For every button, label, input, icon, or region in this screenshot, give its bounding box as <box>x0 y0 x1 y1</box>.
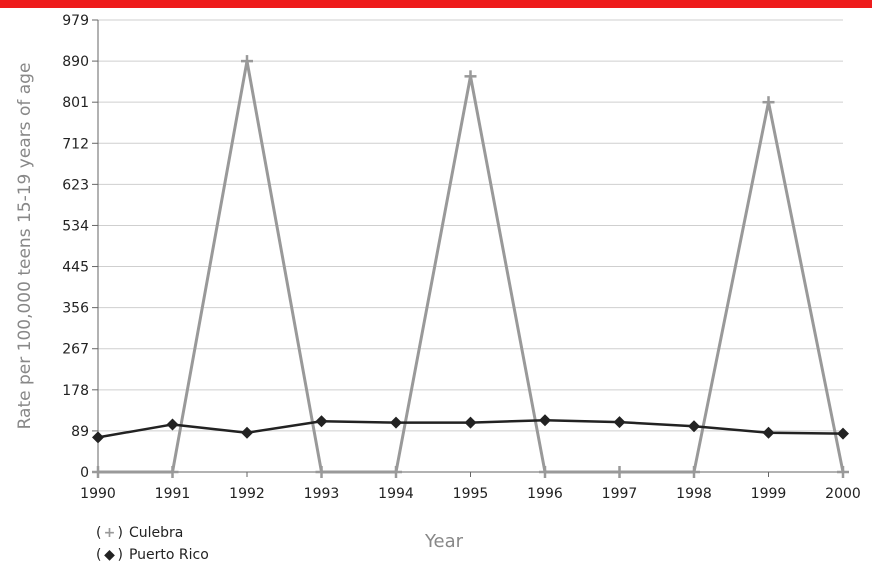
y-tick-label: 0 <box>80 465 89 481</box>
gridlines <box>98 19 843 473</box>
x-tick-label: 1990 <box>80 486 116 502</box>
y-tick-label: 890 <box>62 54 89 70</box>
y-tick-label: 356 <box>62 301 89 317</box>
x-tick-label: 1996 <box>527 486 563 502</box>
y-tick-label: 534 <box>62 218 89 234</box>
data-point-plus <box>464 70 477 83</box>
x-tick-label: 1992 <box>229 486 265 502</box>
data-point-plus <box>762 96 775 109</box>
y-tick-label: 445 <box>62 260 89 276</box>
data-point-plus <box>539 466 551 478</box>
data-point-diamond <box>539 414 551 427</box>
data-point-plus <box>837 466 849 478</box>
legend-item-culebra: ( + ) Culebra <box>96 525 184 541</box>
data-point-plus <box>613 466 626 478</box>
x-tick-label: 1991 <box>155 486 191 502</box>
x-tick-label: 1994 <box>378 486 414 502</box>
y-tick-label: 178 <box>62 383 89 399</box>
legend: ( + ) Culebra ( ◆ ) Puerto Rico <box>96 522 209 566</box>
x-tick-labels: 1990 1991 1992 1993 1994 1995 1996 1997 1998 1999… <box>80 486 861 502</box>
data-point-plus <box>166 466 179 478</box>
top-accent-bar <box>0 0 872 8</box>
data-point-diamond <box>241 426 253 439</box>
data-point-diamond <box>613 416 626 429</box>
data-point-diamond <box>315 415 328 428</box>
y-tick-label: 979 <box>62 13 89 29</box>
y-tick-label: 801 <box>62 95 89 111</box>
y-axis-label: Rate per 100,000 teens 15-19 years of ag… <box>15 63 35 430</box>
x-tick-label: 1997 <box>602 486 638 502</box>
plus-marker-icon: + <box>103 525 116 541</box>
legend-label-culebra: Culebra <box>128 525 184 541</box>
data-point-diamond <box>92 431 104 444</box>
data-point-plus <box>92 466 104 478</box>
y-tick-label: 89 <box>71 424 89 440</box>
legend-label-puerto-rico: Puerto Rico <box>128 547 209 563</box>
legend-item-puerto-rico: ( ◆ ) Puerto Rico <box>96 547 209 563</box>
y-tick-label: 267 <box>62 342 89 358</box>
x-tick-label: 1993 <box>304 486 340 502</box>
x-axis-label: Year <box>424 531 464 552</box>
x-tick-label: 1999 <box>751 486 787 502</box>
data-point-diamond <box>837 427 849 440</box>
data-point-diamond <box>166 418 179 431</box>
data-point-plus <box>241 55 253 68</box>
x-tick-label: 1998 <box>676 486 712 502</box>
x-tick-label: 1995 <box>453 486 489 502</box>
y-tick-label: 712 <box>62 136 89 152</box>
data-point-plus <box>390 466 402 478</box>
data-point-diamond <box>688 420 700 433</box>
x-tick-label: 2000 <box>825 486 861 502</box>
y-tick-label: 623 <box>62 177 89 193</box>
series-group <box>92 55 849 478</box>
data-point-diamond <box>390 416 402 429</box>
data-point-plus <box>688 466 700 478</box>
data-point-plus <box>315 466 328 478</box>
diamond-marker-icon: ◆ <box>104 547 115 563</box>
data-point-diamond <box>464 416 477 429</box>
data-point-diamond <box>762 426 775 439</box>
y-tick-labels: 0 89 178 267 356 445 534 623 712 801 890 979 <box>62 13 89 481</box>
